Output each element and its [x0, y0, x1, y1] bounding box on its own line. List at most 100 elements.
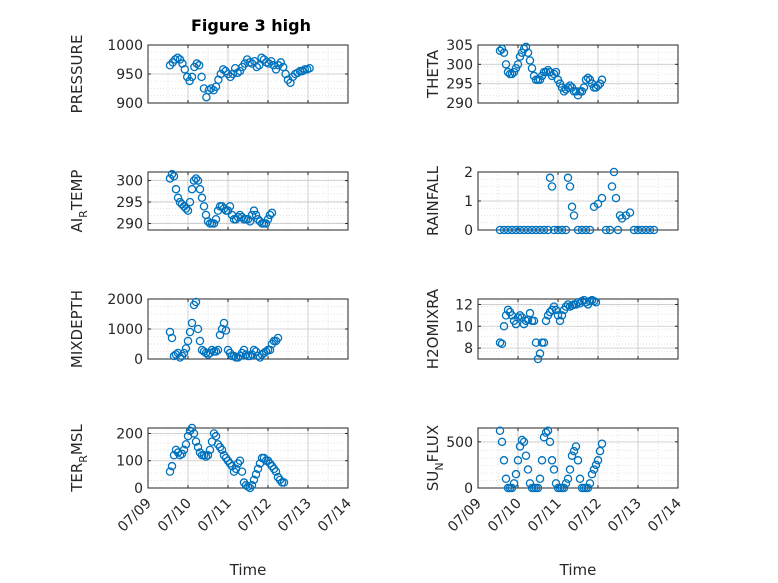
- data-point: [567, 202, 577, 212]
- y-tick-label: 295: [446, 77, 473, 93]
- x-axis-label: Time: [559, 561, 597, 579]
- data-point: [495, 426, 505, 436]
- data-point: [265, 210, 275, 220]
- data-point: [501, 60, 511, 69]
- y-tick-label: 12: [455, 297, 473, 313]
- data-point: [511, 225, 521, 235]
- data-point: [633, 225, 643, 235]
- data-point: [519, 225, 529, 235]
- data-point: [569, 211, 579, 220]
- data-point: [218, 65, 228, 74]
- data-point: [515, 311, 525, 320]
- data-point: [201, 452, 211, 461]
- y-axis-label: AIRTEMP: [68, 170, 90, 233]
- data-point: [541, 316, 551, 326]
- x-tick-label: 07/10: [155, 496, 195, 536]
- data-point: [247, 210, 257, 220]
- data-point: [199, 84, 209, 93]
- y-tick-label: 1: [464, 194, 473, 210]
- data-point: [553, 311, 563, 320]
- data-point: [595, 446, 605, 456]
- data-point: [541, 67, 551, 77]
- y-axis-label: TERRMSL: [68, 424, 90, 493]
- data-point: [535, 474, 545, 484]
- data-point: [513, 60, 523, 69]
- data-point: [264, 59, 274, 68]
- data-point: [571, 442, 581, 451]
- data-point: [521, 42, 531, 52]
- data-point: [181, 344, 191, 353]
- data-point: [191, 297, 201, 307]
- subplot-rainfall: 0 1 2 RAINFALL: [424, 165, 679, 239]
- data-point: [585, 479, 595, 488]
- data-point: [537, 456, 547, 465]
- data-point: [251, 470, 261, 479]
- data-point: [587, 469, 597, 479]
- data-point: [591, 298, 601, 307]
- data-point: [527, 63, 537, 73]
- data-point: [177, 449, 187, 459]
- x-tick-label: 07/09: [115, 496, 155, 536]
- data-point: [213, 345, 223, 355]
- data-point: [187, 72, 197, 82]
- subplot-mixdepth: 0 1000 2000 MIXDEPTH: [68, 290, 349, 368]
- y-tick-label: 500: [446, 435, 473, 451]
- y-axis-label: RAINFALL: [424, 165, 442, 236]
- data-point: [565, 182, 575, 191]
- subplot-pressure: 900 950 1000 PRESSURE: [68, 35, 349, 113]
- data-point: [241, 350, 251, 359]
- data-point: [170, 55, 180, 64]
- data-point: [569, 446, 579, 456]
- data-point: [539, 338, 549, 347]
- data-point: [193, 442, 203, 452]
- data-point: [611, 193, 621, 203]
- data-point: [202, 92, 211, 102]
- y-tick-label: 200: [116, 426, 143, 442]
- data-point: [233, 68, 242, 78]
- data-point: [211, 215, 221, 224]
- data-point: [625, 208, 635, 217]
- data-point: [551, 67, 561, 77]
- data-point: [547, 182, 557, 191]
- data-point: [249, 475, 259, 485]
- data-point: [499, 48, 509, 57]
- y-axis-label: H2OMIXRA: [424, 288, 442, 369]
- data-point: [583, 483, 593, 493]
- data-point: [597, 439, 607, 448]
- data-point: [499, 322, 509, 331]
- data-point: [539, 432, 549, 442]
- subplot-terr-msl: 0 100 200 07/09 07/10 07/11 07/12 07/13 07/14 Tim…: [68, 424, 355, 579]
- data-point: [261, 347, 271, 356]
- data-point: [165, 174, 175, 183]
- data-point: [180, 65, 190, 74]
- data-point: [523, 225, 533, 235]
- y-tick-label: 1000: [107, 322, 143, 338]
- data-point: [591, 460, 601, 470]
- data-point: [235, 456, 245, 465]
- y-tick-label: 0: [464, 481, 473, 497]
- data-point: [195, 336, 205, 346]
- data-point: [521, 451, 531, 460]
- data-point: [563, 173, 573, 183]
- y-tick-label: 100: [116, 454, 143, 470]
- data-point: [575, 474, 585, 484]
- data-point: [293, 68, 302, 78]
- data-point: [187, 318, 197, 328]
- data-point: [247, 481, 257, 490]
- data-point: [511, 469, 521, 479]
- data-point: [509, 479, 519, 488]
- y-tick-label: 10: [455, 319, 473, 335]
- x-tick-label: 07/11: [195, 496, 235, 536]
- data-point: [539, 225, 549, 235]
- y-tick-label: 290: [446, 96, 473, 112]
- y-tick-label: 1000: [107, 38, 143, 54]
- x-tick-label: 07/13: [605, 496, 645, 536]
- y-tick-label: 300: [446, 57, 473, 73]
- data-point: [197, 72, 206, 82]
- subplot-h2omixra: 8 10 12 H2OMIXRA: [424, 288, 679, 369]
- data-point: [563, 474, 573, 484]
- data-point: [523, 48, 533, 57]
- data-point: [195, 184, 205, 194]
- data-point: [513, 456, 523, 465]
- data-point: [573, 225, 583, 235]
